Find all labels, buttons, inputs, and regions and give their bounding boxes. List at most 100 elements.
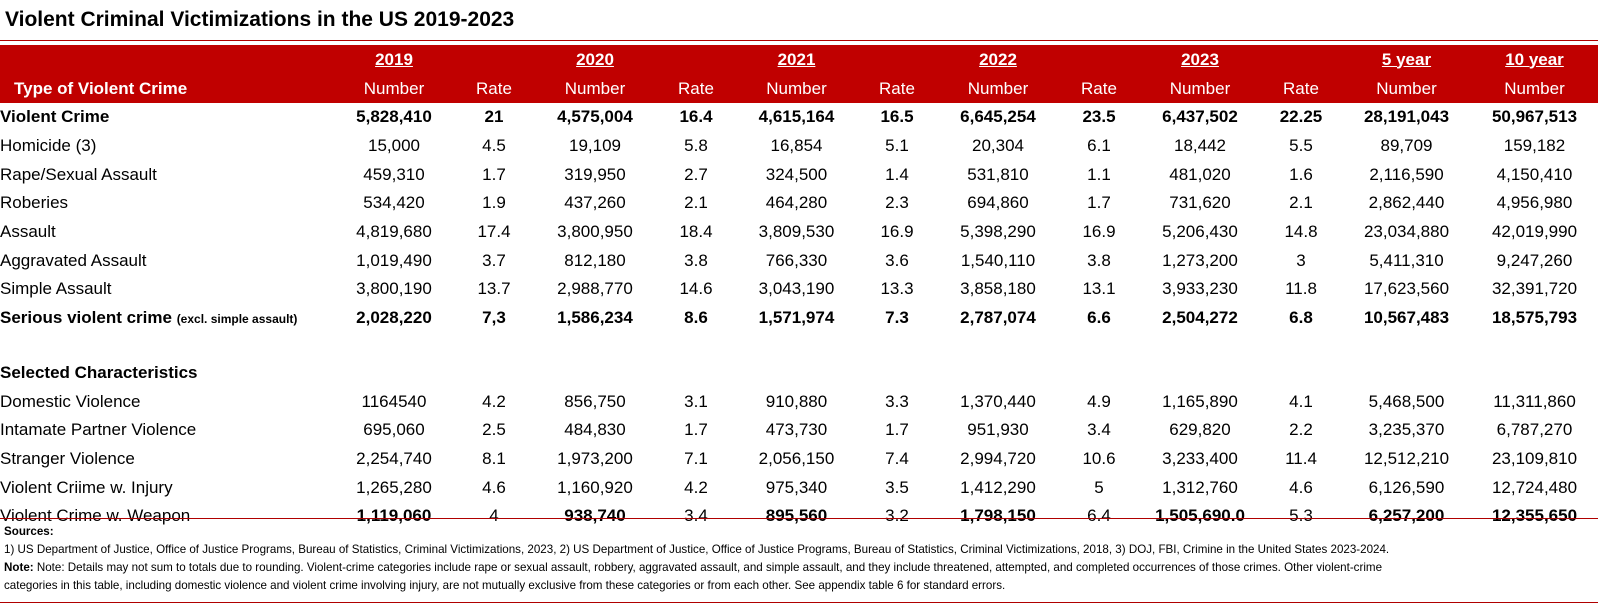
number-cell: 473,730 — [765, 420, 828, 440]
rate-cell: 1.7 — [482, 164, 506, 184]
number-cell: 9,247,260 — [1496, 250, 1573, 270]
number-cell: 50,967,513 — [1491, 107, 1578, 127]
number-cell: 1,019,490 — [356, 250, 432, 270]
spacer-cell — [1342, 333, 1471, 359]
rate-cell: 17.4 — [477, 222, 511, 242]
row-label: Violent Crime w. Weapon — [0, 502, 335, 531]
number-cell: 23,109,810 — [1491, 448, 1578, 468]
number-cell: 1,265,280 — [356, 477, 432, 497]
rate-cell: 4.2 — [482, 391, 506, 411]
number-cell: 1,370,440 — [960, 391, 1036, 411]
number-cell: 4,575,004 — [557, 107, 633, 127]
row-label: Stranger Violence — [0, 445, 335, 474]
number-header: Number — [335, 74, 453, 103]
row-label-text: Rape/Sexual Assault — [0, 164, 157, 184]
number-cell: 938,740 — [564, 506, 626, 526]
rate-cell: 2.2 — [1289, 420, 1313, 440]
rate-cell: 4 — [489, 506, 499, 526]
rate-cell: 3.5 — [885, 477, 909, 497]
spacer-cell — [1058, 333, 1140, 359]
number-cell: 12,724,480 — [1491, 477, 1578, 497]
rate-cell: 3.4 — [684, 506, 708, 526]
sources-text: 1) US Department of Justice, Office of J… — [4, 543, 1390, 556]
rate-cell: 3.4 — [1087, 420, 1111, 440]
spacer-cell — [655, 333, 737, 359]
number-cell: 2,994,720 — [960, 448, 1036, 468]
rate-cell: 6.8 — [1289, 308, 1313, 328]
number-cell: 2,056,150 — [758, 448, 835, 468]
table-body: 2019 2020 2021 2022 2023 5 year 10 year … — [0, 45, 1598, 531]
number-cell: 459,310 — [363, 164, 425, 184]
row-label-text: Simple Assault — [0, 279, 112, 299]
row-label: Violent Crime — [0, 103, 335, 132]
rate-cell: 1.1 — [1087, 164, 1111, 184]
number-cell: 1,312,760 — [1162, 477, 1238, 497]
rate-cell: 8.6 — [684, 308, 708, 328]
number-cell: 2,116,590 — [1369, 164, 1444, 184]
row-label: Violent Criime w. Injury — [0, 473, 335, 502]
header-spacer — [1260, 45, 1342, 74]
year-header: 2023 — [1140, 45, 1260, 74]
number-cell: 812,180 — [564, 250, 626, 270]
number-cell: 3,233,400 — [1162, 448, 1238, 468]
number-cell: 1,505,690.0 — [1155, 506, 1245, 526]
number-cell: 3,858,180 — [960, 279, 1036, 299]
number-cell: 324,500 — [765, 164, 828, 184]
rate-cell: 4.1 — [1289, 391, 1313, 411]
number-cell: 2,504,272 — [1162, 308, 1238, 328]
rate-cell: 10.6 — [1082, 448, 1116, 468]
rate-cell: 16.4 — [679, 107, 713, 127]
spacer-cell — [938, 359, 1058, 388]
rate-cell: 4.9 — [1087, 391, 1111, 411]
rate-cell: 3.2 — [885, 506, 909, 526]
number-header: Number — [1140, 74, 1260, 103]
number-cell: 16,854 — [770, 136, 823, 156]
number-cell: 5,206,430 — [1162, 222, 1238, 242]
header-spacer — [856, 45, 938, 74]
rate-cell: 3 — [1296, 250, 1306, 270]
number-cell: 481,020 — [1169, 164, 1231, 184]
table-row: Stranger Violence 2,254,740 8.1 1,973,200 7.… — [0, 445, 1598, 474]
note-line-2: categories in this table, including dome… — [4, 579, 1006, 592]
number-cell: 10,567,483 — [1363, 308, 1450, 328]
table-row: Roberies 534,420 1.9 437,260 2.1 464,280 2.3 69… — [0, 189, 1598, 218]
spacer-cell — [535, 333, 655, 359]
rate-cell: 11.8 — [1285, 279, 1317, 299]
spacer-row — [0, 333, 1598, 359]
number-cell: 895,560 — [765, 506, 828, 526]
number-cell: 1,586,234 — [557, 308, 633, 328]
header-spacer — [453, 45, 535, 74]
rate-cell: 6.6 — [1087, 308, 1111, 328]
number-cell: 1,571,974 — [758, 308, 835, 328]
spacer-cell — [453, 359, 535, 388]
rate-cell: 1.7 — [1087, 193, 1111, 213]
row-label: Aggravated Assault — [0, 246, 335, 275]
number-cell: 975,340 — [765, 477, 828, 497]
number-cell: 1164540 — [361, 391, 427, 411]
number-cell: 3,235,370 — [1368, 420, 1445, 440]
header-spacer — [1058, 45, 1140, 74]
number-cell: 6,257,200 — [1368, 506, 1445, 526]
rate-cell: 1.4 — [885, 164, 909, 184]
spacer-cell — [453, 333, 535, 359]
rate-cell: 23.5 — [1082, 107, 1116, 127]
rate-cell: 3.1 — [684, 391, 708, 411]
number-cell: 1,973,200 — [557, 448, 633, 468]
title-divider — [0, 40, 1598, 41]
rate-cell: 5 — [1094, 477, 1104, 497]
rate-cell: 3.8 — [684, 250, 708, 270]
row-label-text: Homicide (3) — [0, 136, 97, 156]
number-cell: 89,709 — [1380, 136, 1433, 156]
number-header: Number — [1471, 74, 1598, 103]
number-cell: 23,034,880 — [1363, 222, 1450, 242]
number-header: Number — [1342, 74, 1471, 103]
row-label-text: Assault — [0, 222, 56, 242]
rate-cell: 5.5 — [1289, 136, 1313, 156]
number-cell: 15,000 — [368, 136, 420, 156]
number-cell: 534,420 — [363, 193, 425, 213]
row-label-text: Stranger Violence — [0, 448, 135, 468]
row-label: Simple Assault — [0, 275, 335, 304]
table-row: Rape/Sexual Assault 459,310 1.7 319,950 2.7 3… — [0, 160, 1598, 189]
spacer-cell — [335, 359, 453, 388]
